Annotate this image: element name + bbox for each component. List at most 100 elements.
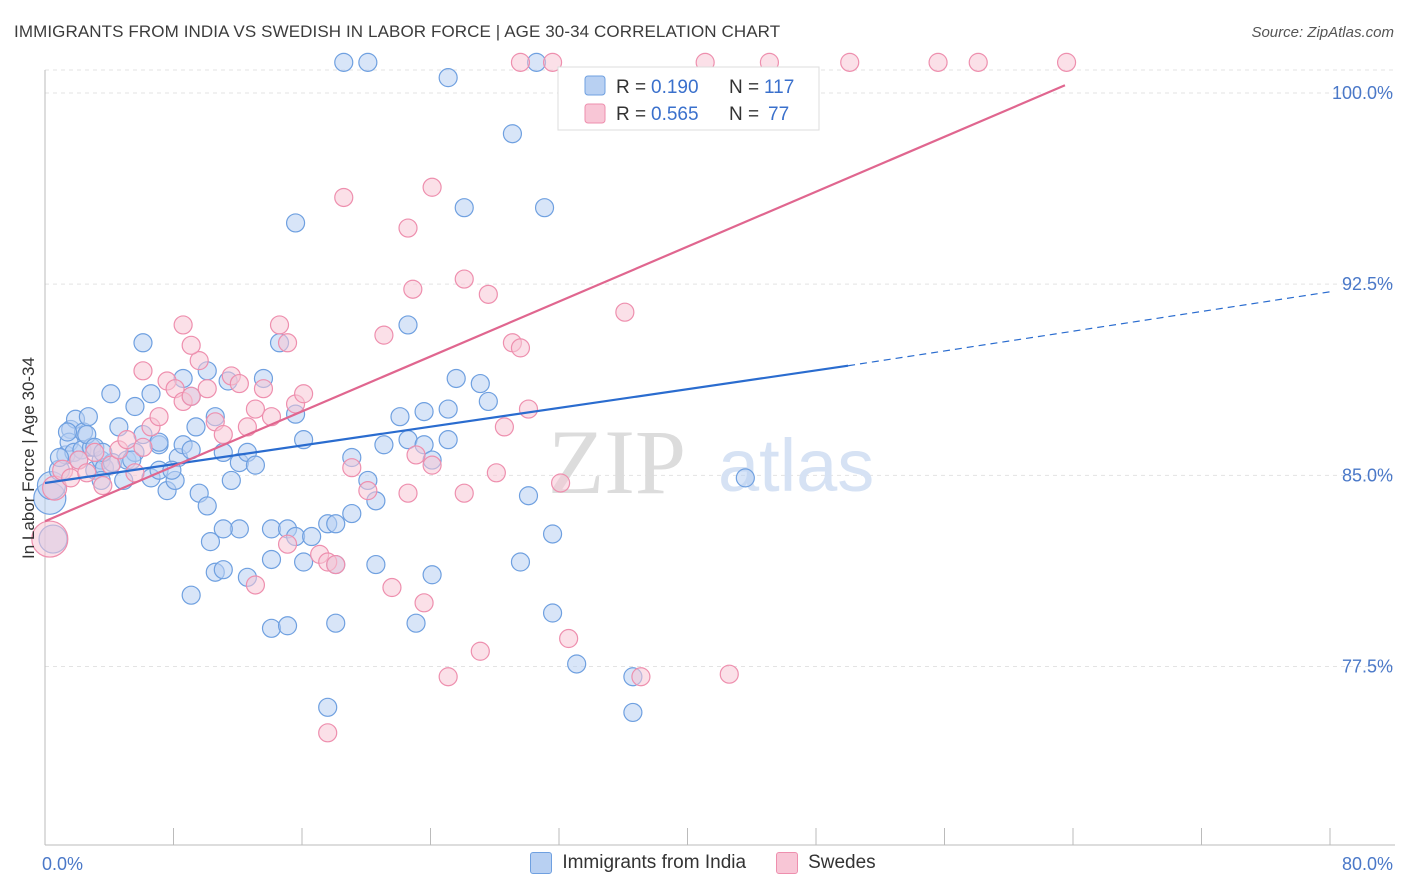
data-point <box>261 407 282 427</box>
watermark-zip: ZIP <box>548 411 686 513</box>
data-point <box>542 524 563 544</box>
y-tick-labels: 77.5% 85.0% 92.5% 100.0% <box>1332 83 1393 677</box>
data-point <box>406 613 426 633</box>
data-point <box>294 384 314 404</box>
data-point <box>438 667 458 687</box>
data-point <box>374 325 394 345</box>
data-point <box>510 338 531 358</box>
y-tick-label: 100.0% <box>1332 83 1393 103</box>
data-point <box>406 445 426 465</box>
data-point <box>213 424 233 445</box>
data-point <box>414 402 434 422</box>
data-point <box>438 430 458 450</box>
data-point <box>518 486 539 506</box>
data-point <box>318 723 338 743</box>
data-point <box>518 399 539 419</box>
data-point <box>398 483 418 503</box>
data-point <box>840 52 860 72</box>
data-point <box>326 613 346 633</box>
data-point <box>197 496 217 516</box>
data-point <box>623 702 643 723</box>
data-point <box>390 407 410 427</box>
data-point <box>213 519 233 539</box>
x-tick-label-max: 80.0% <box>1342 854 1393 874</box>
data-point <box>454 198 474 218</box>
data-point <box>213 560 233 580</box>
data-point <box>358 481 378 501</box>
data-point <box>446 368 466 389</box>
watermark: ZIP atlas <box>548 411 874 513</box>
data-point <box>398 315 418 335</box>
data-point <box>542 603 563 623</box>
data-point <box>189 351 209 371</box>
data-point <box>358 52 378 72</box>
data-point <box>342 458 362 478</box>
bottom-legend-swatch-blue <box>530 852 553 874</box>
data-point <box>277 616 298 636</box>
legend-r-value-1: 0.190 <box>651 77 699 98</box>
data-point <box>326 554 346 575</box>
data-point <box>382 577 402 598</box>
data-point <box>181 335 201 355</box>
data-point <box>326 514 346 534</box>
legend-r-label-1: R = <box>616 77 646 98</box>
data-point <box>719 664 739 684</box>
data-point <box>149 407 169 427</box>
legend-swatch-blue <box>584 75 606 96</box>
data-point <box>334 187 354 208</box>
data-point <box>125 396 145 417</box>
axes <box>44 70 1395 846</box>
data-point <box>57 422 78 442</box>
data-point <box>414 593 434 613</box>
data-point <box>85 442 105 463</box>
data-point <box>133 361 153 381</box>
data-point <box>422 177 442 197</box>
data-point <box>261 618 282 638</box>
legend-n-label-1: N = <box>729 77 759 98</box>
bottom-legend-swatch-pink <box>776 852 799 874</box>
series-swedes <box>31 52 1077 743</box>
data-point <box>101 384 121 404</box>
data-point <box>31 520 69 558</box>
data-point <box>486 463 506 483</box>
legend-n-label-2: N = <box>729 104 759 125</box>
data-point <box>245 399 266 419</box>
data-point <box>253 379 274 399</box>
data-point <box>93 475 113 496</box>
data-point <box>318 697 338 717</box>
data-point <box>277 534 298 554</box>
x-tick-labels: 0.0% 80.0% <box>42 854 1393 874</box>
data-point <box>277 333 298 353</box>
data-point <box>78 407 98 427</box>
data-point <box>229 519 249 539</box>
trend-line <box>44 84 1066 523</box>
bottom-legend: Immigrants from India Swedes <box>0 852 1406 874</box>
data-point <box>334 52 354 72</box>
data-point <box>374 435 394 455</box>
data-point <box>133 437 153 457</box>
legend-r-label-2: R = <box>616 104 646 125</box>
data-point <box>438 68 458 88</box>
data-point <box>478 284 498 304</box>
legend-r-value-2: 0.565 <box>651 104 699 125</box>
data-point <box>229 373 249 394</box>
data-point <box>438 399 458 419</box>
chart-title: IMMIGRANTS FROM INDIA VS SWEDISH IN LABO… <box>14 22 781 41</box>
data-point <box>133 333 153 353</box>
data-point <box>526 52 547 72</box>
data-point <box>398 218 418 238</box>
data-point <box>559 628 579 649</box>
data-point <box>615 302 635 322</box>
data-point <box>117 430 137 450</box>
data-point <box>181 386 201 406</box>
legend-n-value-2: 77 <box>768 104 789 125</box>
data-point <box>928 52 948 72</box>
data-point <box>141 384 161 404</box>
data-point <box>294 552 314 572</box>
series-immigrants-from-india <box>33 52 755 723</box>
data-point <box>542 52 563 72</box>
y-tick-label: 85.0% <box>1342 465 1393 485</box>
data-point <box>77 463 97 483</box>
y-tick-label: 77.5% <box>1342 657 1393 677</box>
data-point <box>454 269 474 289</box>
